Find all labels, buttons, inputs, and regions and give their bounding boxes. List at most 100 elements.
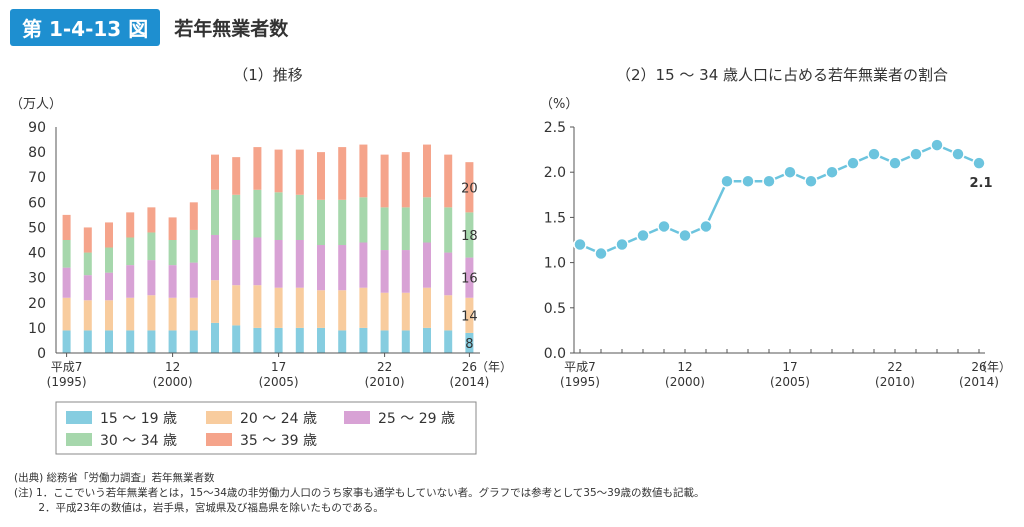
chart1-x-tick-label: 平成7 (51, 360, 83, 374)
chart1-y-tick-label: 40 (28, 246, 46, 262)
chart1-bar-segment (444, 154, 453, 208)
chart1-bar-segment (105, 300, 113, 331)
chart1-bar-segment (380, 207, 389, 251)
chart1-bar-segment (380, 154, 389, 208)
chart1-bar-segment (465, 162, 474, 213)
chart2-x-tick-label: 17 (782, 360, 797, 374)
chart1-bar-segment (465, 332, 474, 353)
chart1-bar-segment (232, 325, 241, 353)
chart1-bar-segment (105, 247, 113, 273)
chart1-x-tick-label: (2010) (365, 375, 405, 389)
chart1-y-tick-label: 30 (28, 271, 46, 287)
figure-header: 第 1-4-13 図 若年無業者数 (10, 8, 288, 46)
chart1-bar-segment (423, 144, 431, 198)
chart1-bar-segment (83, 330, 92, 353)
chart1-bar-segment (126, 265, 135, 298)
chart1-bar-segment (295, 327, 304, 353)
chart1-bar-segment (465, 297, 474, 333)
chart2-data-point (720, 174, 734, 188)
chart1-bar-segment (423, 327, 431, 353)
chart1-y-tick-label: 10 (28, 321, 46, 337)
chart1-bar-segment (126, 330, 135, 353)
chart2-x-tick-label: 12 (677, 360, 692, 374)
chart1-bar-segment (338, 147, 347, 200)
chart2-data-point (930, 138, 944, 152)
chart1-legend-label: 30 ～ 34 歳 (100, 433, 177, 449)
chart1-bar-segment (232, 285, 241, 326)
chart1-x-axis-unit: （年） (476, 360, 512, 374)
chart2-data-point (951, 147, 965, 161)
chart1-bar-segment (274, 149, 283, 193)
chart2-data-point (573, 237, 587, 252)
note-1: (注) 1．ここでいう若年無業者とは，15～34歳の非労働力人口のうち家事も通学… (14, 487, 705, 499)
chart1-bar-segment (423, 287, 431, 328)
chart2-data-point (909, 147, 923, 161)
chart1-bar-segment (380, 292, 389, 331)
chart1-bar-segment (62, 267, 71, 298)
chart1-bar-segment (465, 257, 474, 298)
chart1-bar-segment (401, 207, 410, 251)
chart1-bar-segment (126, 237, 135, 266)
chart1-y-tick-label: 80 (28, 145, 46, 161)
chart2-data-point (657, 219, 671, 234)
chart1-bar-segment (189, 297, 198, 331)
chart1-bar-segment (359, 327, 368, 353)
chart1-legend-label: 15 ～ 19 歳 (100, 411, 177, 427)
chart1-bar-segment (359, 242, 368, 288)
chart1-bar-segment (338, 199, 347, 246)
chart1-bar-segment (105, 222, 113, 248)
chart2-x-tick-label: 22 (887, 360, 902, 374)
chart2-data-point (615, 237, 629, 252)
chart1-bar-segment (359, 197, 368, 243)
chart1-x-tick-label: 26 (462, 360, 477, 374)
chart1-x-tick-label: 17 (271, 360, 286, 374)
chart1-bar-segment (211, 154, 219, 190)
chart1-bar-segment (168, 330, 177, 353)
chart1-legend-label: 35 ～ 39 歳 (240, 433, 317, 449)
chart1-bar-segment (274, 240, 283, 288)
chart2-data-point (594, 246, 608, 261)
chart1-x-tick-label: (2000) (153, 375, 193, 389)
chart1-bar-segment (211, 322, 219, 353)
note-2: 2．平成23年の数値は，岩手県，宮城県及び福島県を除いたものである。 (14, 502, 384, 514)
chart1-y-tick-label: 70 (28, 170, 46, 186)
chart1-bar-segment (147, 232, 156, 261)
chart2-x-tick-label: 平成7 (564, 360, 596, 374)
chart2-y-tick-label: 2.5 (544, 120, 566, 136)
chart1-bar-segment (105, 272, 113, 301)
chart1-bar-segment (253, 237, 262, 286)
chart1-bar-segment (211, 280, 219, 323)
chart1-bar-segment (105, 330, 113, 353)
chart1-bar-segment (83, 227, 92, 253)
chart1-bar-segment (253, 285, 262, 328)
chart1-bar-segment (211, 234, 219, 281)
chart2-data-point (804, 174, 818, 188)
chart1-bar-segment (317, 327, 325, 353)
chart2-data-point (741, 174, 755, 188)
chart2-x-tick-label: (2010) (875, 375, 915, 389)
chart1-data-label: 14 (461, 309, 478, 324)
chart2-y-tick-label: 0.5 (544, 301, 566, 317)
chart1-bar-segment (168, 240, 177, 266)
chart1-bar-segment (62, 330, 71, 353)
chart1-bar-segment (295, 194, 304, 240)
chart1-bar-segment (147, 330, 156, 353)
chart2-y-tick-label: 1.5 (544, 210, 566, 226)
chart1-legend-box (55, 401, 477, 455)
chart1-bar-segment (338, 245, 347, 291)
chart2-y-tick-label: 1.0 (544, 256, 566, 272)
chart1-bar-segment (168, 297, 177, 331)
chart1-legend-swatch (206, 411, 232, 424)
chart1-bar-segment (295, 240, 304, 288)
chart1-bar-segment (423, 197, 431, 243)
chart1-bar-segment (62, 297, 71, 331)
chart2-data-point (846, 156, 860, 170)
chart1-bar-segment (274, 287, 283, 328)
chart1-legend-label: 20 ～ 24 歳 (240, 411, 317, 427)
chart1-bar-segment (189, 262, 198, 298)
chart1-bar-segment (253, 327, 262, 353)
chart1-bar-segment (189, 202, 198, 230)
chart1-bar-segment (126, 297, 135, 331)
chart1-data-label: 8 (465, 337, 473, 352)
chart1-bar-segment (338, 330, 347, 353)
